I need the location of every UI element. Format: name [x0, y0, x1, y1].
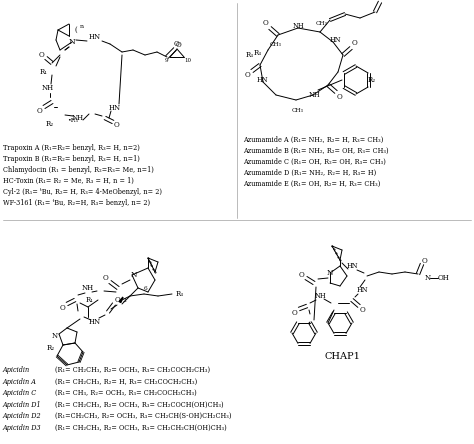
Text: Azumamide C (R₁= OH, R₂= OH, R₃= CH₃): Azumamide C (R₁= OH, R₂= OH, R₃= CH₃): [243, 158, 386, 166]
Text: Chlamydocin (R₁ = benzyl, R₂=R₃= Me, n=1): Chlamydocin (R₁ = benzyl, R₂=R₃= Me, n=1…: [3, 166, 154, 174]
Text: R₂: R₂: [46, 120, 54, 128]
Text: R₃: R₃: [176, 290, 184, 298]
Text: NH: NH: [82, 284, 94, 292]
Text: R₂: R₂: [368, 76, 376, 84]
Text: Azumamide E (R₁= OH, R₂= H, R₃= CH₃): Azumamide E (R₁= OH, R₂= H, R₃= CH₃): [243, 180, 380, 188]
Text: R₃: R₃: [246, 51, 254, 59]
Text: O: O: [263, 19, 269, 27]
Text: Apicidin D1: Apicidin D1: [3, 400, 42, 408]
Text: O: O: [174, 40, 180, 48]
Text: HN: HN: [109, 104, 121, 112]
Text: O: O: [176, 41, 182, 49]
Text: O: O: [103, 274, 109, 282]
Text: (R₁= CH₂CH₃, R₂= H, R₃= CH₂COCH₂CH₃): (R₁= CH₂CH₃, R₂= H, R₃= CH₂COCH₂CH₃): [55, 377, 197, 385]
Text: Apicidin C: Apicidin C: [3, 389, 37, 397]
Text: N: N: [327, 269, 333, 277]
Text: Azumamide D (R₁= NH₂, R₂= H, R₃= H): Azumamide D (R₁= NH₂, R₂= H, R₃= H): [243, 169, 376, 177]
Text: HN: HN: [356, 286, 368, 294]
Text: (: (: [74, 26, 77, 34]
Text: (R₁= CH₂CH₃, R₂= OCH₃, R₃= CH₂COCH(OH)CH₃): (R₁= CH₂CH₃, R₂= OCH₃, R₃= CH₂COCH(OH)CH…: [55, 400, 224, 408]
Text: HN: HN: [89, 33, 101, 41]
Text: NH: NH: [308, 91, 320, 99]
Text: OH: OH: [438, 274, 450, 282]
Text: O: O: [299, 271, 305, 279]
Text: N: N: [52, 332, 58, 340]
Text: 10: 10: [184, 59, 191, 63]
Text: O: O: [39, 51, 45, 59]
Text: CH₃: CH₃: [292, 107, 304, 112]
Text: HC-Toxin (R₁= R₂ = Me, R₃ = H, n = 1): HC-Toxin (R₁= R₂ = Me, R₃ = H, n = 1): [3, 177, 134, 185]
Text: HN: HN: [329, 36, 341, 44]
Text: O: O: [115, 296, 121, 304]
Text: CHAP1: CHAP1: [324, 352, 360, 361]
Text: R₃: R₃: [254, 49, 262, 57]
Text: N: N: [131, 271, 137, 279]
Text: Cyl-2 (R₁= ᵗBu, R₂= H, R₃= 4-MeObenzyl, n= 2): Cyl-2 (R₁= ᵗBu, R₂= H, R₃= 4-MeObenzyl, …: [3, 188, 162, 196]
Text: R₂: R₂: [47, 344, 55, 352]
Text: O: O: [60, 304, 66, 312]
Text: O: O: [292, 309, 298, 317]
Text: (R₁= CH₂CH₃, R₂= OCH₃, R₃= CH₂CH₂CH(OH)CH₃): (R₁= CH₂CH₃, R₂= OCH₃, R₃= CH₂CH₂CH(OH)C…: [55, 424, 227, 432]
Text: (R₁= CH₂CH₃, R₂= OCH₃, R₃= CH₂COCH₂CH₃): (R₁= CH₂CH₃, R₂= OCH₃, R₃= CH₂COCH₂CH₃): [55, 366, 210, 374]
Text: Apicidin D3: Apicidin D3: [3, 424, 42, 432]
Text: NH: NH: [72, 114, 84, 122]
Text: N: N: [425, 274, 431, 282]
Text: 2: 2: [122, 297, 126, 302]
Text: WF-3161 (R₁= ᵗBu, R₂=H, R₃= benzyl, n= 2): WF-3161 (R₁= ᵗBu, R₂=H, R₃= benzyl, n= 2…: [3, 199, 150, 207]
Text: Apicidin A: Apicidin A: [3, 377, 37, 385]
Text: R₁: R₁: [381, 0, 389, 2]
Text: O: O: [245, 71, 251, 79]
Text: •R₃: •R₃: [67, 118, 78, 123]
Text: Azumamide A (R₁= NH₂, R₂= H, R₃= CH₃): Azumamide A (R₁= NH₂, R₂= H, R₃= CH₃): [243, 136, 383, 144]
Text: (R₁=CH₂CH₃, R₂= OCH₃, R₃= CH₂CH(S-OH)CH₂CH₃): (R₁=CH₂CH₃, R₂= OCH₃, R₃= CH₂CH(S-OH)CH₂…: [55, 412, 231, 420]
Text: O: O: [37, 107, 43, 115]
Text: Apicidin: Apicidin: [3, 366, 30, 374]
Text: Azumamide B (R₁= NH₂, R₂= OH, R₃= CH₃): Azumamide B (R₁= NH₂, R₂= OH, R₃= CH₃): [243, 147, 389, 155]
Text: n: n: [80, 24, 84, 29]
Text: (R₁= CH₃, R₂= OCH₃, R₃= CH₂COCH₂CH₃): (R₁= CH₃, R₂= OCH₃, R₃= CH₂COCH₂CH₃): [55, 389, 197, 397]
Text: CH₃: CH₃: [270, 43, 282, 48]
Text: Trapoxin A (R₁=R₂= benzyl, R₃= H, n=2): Trapoxin A (R₁=R₂= benzyl, R₃= H, n=2): [3, 144, 140, 152]
Text: O: O: [114, 121, 120, 129]
Text: HN: HN: [256, 76, 268, 84]
Text: NH: NH: [42, 84, 54, 92]
Text: HN: HN: [89, 318, 101, 326]
Text: 9: 9: [164, 59, 168, 63]
Text: HN: HN: [346, 262, 358, 270]
Text: O: O: [352, 39, 358, 47]
Text: Apicidin D2: Apicidin D2: [3, 412, 42, 420]
Text: O: O: [422, 257, 428, 265]
Text: 6: 6: [144, 285, 148, 290]
Polygon shape: [119, 297, 123, 302]
Text: R₁: R₁: [40, 68, 48, 76]
Text: Trapoxin B (R₁=R₂= benzyl, R₃= H, n=1): Trapoxin B (R₁=R₂= benzyl, R₃= H, n=1): [3, 155, 140, 163]
Text: O: O: [360, 306, 366, 314]
Text: R₁: R₁: [86, 296, 94, 304]
Text: NH: NH: [292, 22, 304, 30]
Text: O: O: [337, 93, 343, 101]
Text: NH: NH: [314, 292, 326, 300]
Text: N: N: [69, 38, 75, 46]
Text: CH₃: CH₃: [316, 21, 328, 27]
